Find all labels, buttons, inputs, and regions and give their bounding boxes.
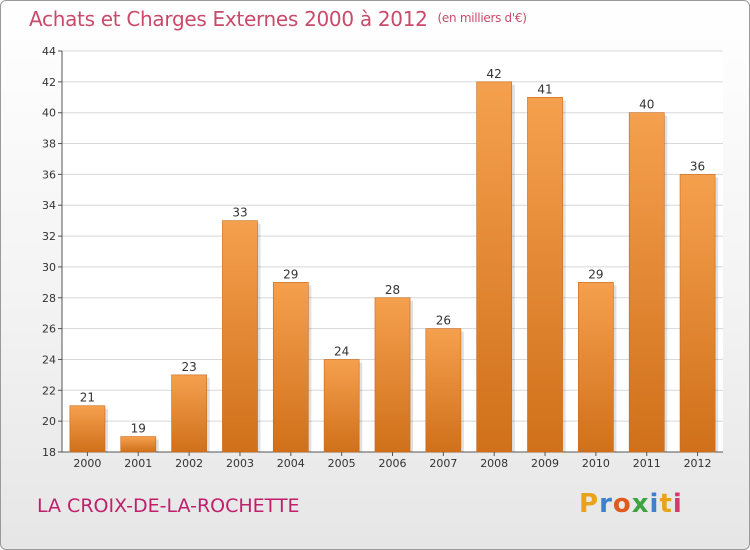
y-tick-label: 42 [42, 76, 56, 89]
logo-letter: i [649, 489, 660, 519]
y-tick-label: 28 [42, 292, 56, 305]
chart-unit-label: (en milliers d'€) [437, 11, 527, 25]
x-tick-label: 2012 [684, 457, 712, 470]
y-tick-label: 34 [42, 199, 56, 212]
data-label: 19 [131, 422, 146, 436]
data-label: 36 [690, 159, 705, 173]
y-tick-label: 24 [42, 353, 56, 366]
y-tick-label: 40 [42, 107, 56, 120]
data-label: 29 [588, 267, 603, 281]
data-label: 42 [487, 67, 502, 81]
y-tick-label: 44 [42, 45, 56, 58]
x-tick-label: 2003 [226, 457, 254, 470]
bar [222, 220, 258, 453]
bar [171, 374, 207, 453]
y-tick-label: 26 [42, 323, 56, 336]
logo-letter: i [672, 489, 683, 519]
data-label: 24 [334, 344, 349, 358]
data-label: 28 [385, 283, 400, 297]
bar [272, 282, 309, 453]
y-tick-label: 30 [42, 261, 56, 274]
data-label: 29 [283, 267, 298, 281]
bar [120, 436, 157, 453]
y-tick-label: 22 [42, 384, 56, 397]
x-tick-label: 2001 [124, 457, 152, 470]
y-tick-label: 38 [42, 138, 56, 151]
x-tick-label: 2006 [379, 457, 407, 470]
y-tick-label: 18 [42, 446, 56, 459]
data-label: 41 [537, 82, 552, 96]
data-label: 23 [181, 360, 196, 374]
bar [476, 81, 513, 453]
logo-letter: x [631, 489, 650, 519]
x-tick-label: 2009 [531, 457, 559, 470]
y-tick-label: 36 [42, 168, 56, 181]
x-tick-label: 2004 [277, 457, 305, 470]
bar [69, 405, 106, 453]
x-tick-label: 2000 [73, 457, 101, 470]
x-tick-label: 2005 [328, 457, 356, 470]
data-label: 40 [639, 98, 654, 112]
data-label: 21 [80, 391, 95, 405]
bar [323, 359, 360, 453]
x-tick-label: 2002 [175, 457, 203, 470]
chart-title-text: Achats et Charges Externes 2000 à 2012 [29, 7, 428, 31]
x-tick-label: 2010 [582, 457, 610, 470]
commune-name: LA CROIX-DE-LA-ROCHETTE [37, 495, 300, 517]
x-tick-label: 2008 [480, 457, 508, 470]
x-tick-label: 2011 [633, 457, 661, 470]
proxiti-logo: Proxiti [579, 489, 683, 519]
y-tick-label: 20 [42, 415, 56, 428]
logo-letter: r [599, 489, 613, 519]
logo-letter: o [612, 489, 632, 519]
bar [679, 174, 716, 453]
logo-letter: P [579, 489, 600, 519]
y-tick-label: 32 [42, 230, 56, 243]
chart-title: Achats et Charges Externes 2000 à 2012 (e… [29, 7, 527, 31]
bar [374, 297, 411, 453]
data-label: 26 [436, 314, 451, 328]
data-label: 33 [232, 206, 247, 220]
logo-letter: t [659, 489, 673, 519]
bar [425, 328, 462, 453]
bar [527, 96, 563, 453]
bar [578, 282, 614, 453]
x-tick-label: 2007 [429, 457, 457, 470]
bar [628, 112, 665, 453]
